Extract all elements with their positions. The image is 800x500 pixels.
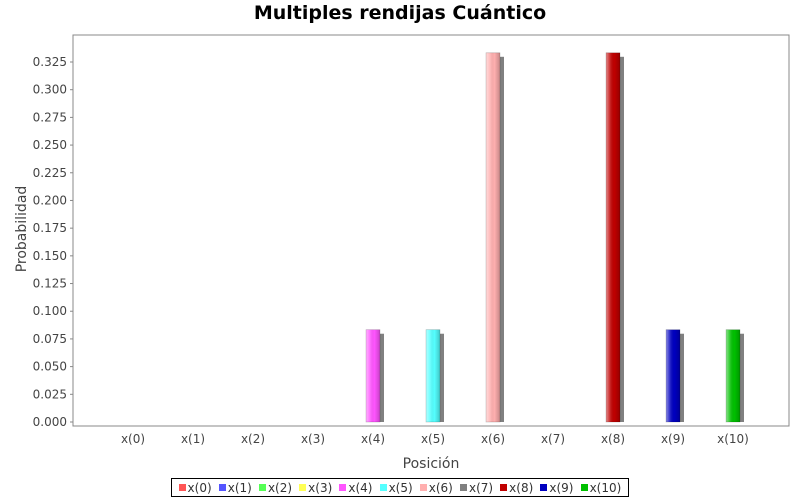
bar-highlight bbox=[426, 329, 440, 422]
legend-swatch bbox=[500, 484, 508, 491]
legend-label: x(5) bbox=[388, 480, 413, 495]
bar-outline bbox=[365, 329, 381, 423]
x-tick-label: x(3) bbox=[301, 432, 325, 446]
bar-outline bbox=[485, 52, 501, 423]
y-tick-label: 0.300 bbox=[33, 83, 67, 97]
legend-label: x(8) bbox=[509, 480, 534, 495]
legend-item: x(7) bbox=[459, 480, 494, 495]
legend-item: x(10) bbox=[580, 480, 622, 495]
legend-label: x(0) bbox=[187, 480, 212, 495]
legend-label: x(7) bbox=[468, 480, 494, 495]
legend-swatch bbox=[540, 484, 548, 491]
legend-swatch bbox=[459, 484, 467, 491]
x-axis: x(0) x(1) x(2) x(3) x(4) x(5) x(6) x(7) x(8) x(9)… bbox=[121, 432, 749, 446]
y-axis-title: Probabilidad bbox=[14, 186, 30, 273]
legend-item: x(2) bbox=[258, 480, 293, 495]
legend-item: x(5) bbox=[379, 480, 413, 495]
legend-label: x(1) bbox=[227, 480, 252, 495]
y-tick-label: 0.100 bbox=[33, 304, 67, 318]
y-tick-label: 0.175 bbox=[33, 221, 67, 235]
legend-item: x(0) bbox=[178, 480, 212, 495]
bar-outline bbox=[605, 52, 621, 423]
legend-label: x(6) bbox=[428, 480, 453, 495]
x-tick-label: x(9) bbox=[661, 432, 685, 446]
y-tick-label: 0.000 bbox=[33, 415, 67, 429]
legend-item: x(9) bbox=[540, 481, 573, 495]
legend-label: x(3) bbox=[308, 480, 333, 495]
x-tick-label: x(8) bbox=[601, 432, 625, 446]
legend-item: x(4) bbox=[339, 481, 372, 495]
chart-plot: 0.000 0.025 0.050 0.075 0.100 0.125 0.150 0.175… bbox=[14, 34, 790, 472]
x-tick-label: x(6) bbox=[481, 432, 505, 446]
legend: x(0) x(1) x(2) x(3) x(4) x(5) x(6) x(7) x(8) x(9)… bbox=[171, 478, 629, 497]
legend-label: x(2) bbox=[267, 480, 293, 495]
bar-outline bbox=[665, 329, 681, 423]
legend-swatch bbox=[178, 484, 186, 491]
bars bbox=[365, 52, 744, 423]
legend-item: x(3) bbox=[299, 481, 332, 495]
x-tick-label: x(0) bbox=[121, 432, 145, 446]
y-axis: 0.000 0.025 0.050 0.075 0.100 0.125 0.150 0.175… bbox=[33, 55, 73, 429]
x-tick-label: x(10) bbox=[717, 432, 749, 446]
legend-item: x(1) bbox=[218, 480, 252, 495]
legend-label: x(4) bbox=[348, 480, 373, 495]
y-tick-label: 0.125 bbox=[33, 277, 67, 291]
bar-highlight bbox=[726, 329, 740, 422]
y-tick-label: 0.225 bbox=[33, 166, 67, 180]
x-tick-label: x(2) bbox=[241, 432, 265, 446]
bar-outline bbox=[425, 329, 441, 423]
legend-swatch bbox=[339, 484, 347, 491]
legend-swatch bbox=[580, 484, 588, 491]
bar-outline bbox=[725, 329, 741, 423]
y-tick-label: 0.250 bbox=[33, 138, 67, 152]
y-tick-label: 0.050 bbox=[33, 360, 67, 374]
legend-label: x(10) bbox=[589, 480, 622, 495]
legend-item: x(8) bbox=[500, 481, 533, 495]
x-axis-title: Posición bbox=[403, 456, 460, 472]
bar-highlight bbox=[366, 329, 380, 422]
legend-swatch bbox=[379, 484, 387, 491]
legend-label: x(9) bbox=[549, 480, 574, 495]
bar-highlight bbox=[486, 52, 500, 422]
bar-highlight bbox=[666, 329, 680, 422]
y-tick-label: 0.325 bbox=[33, 55, 67, 69]
chart-title: Multiples rendijas Cuántico bbox=[253, 2, 547, 24]
bar-highlight bbox=[606, 52, 620, 422]
x-tick-label: x(5) bbox=[421, 432, 445, 446]
x-tick-label: x(4) bbox=[361, 432, 385, 446]
x-tick-label: x(7) bbox=[541, 432, 565, 446]
x-tick-label: x(1) bbox=[181, 432, 205, 446]
legend-swatch bbox=[299, 484, 307, 491]
y-tick-label: 0.200 bbox=[33, 193, 67, 207]
legend-swatch bbox=[419, 484, 427, 491]
y-tick-label: 0.025 bbox=[33, 387, 67, 401]
y-tick-label: 0.150 bbox=[33, 249, 67, 263]
legend-swatch bbox=[218, 484, 226, 491]
legend-swatch bbox=[258, 484, 266, 491]
legend-item: x(6) bbox=[419, 480, 453, 495]
y-tick-label: 0.075 bbox=[33, 332, 67, 346]
y-tick-label: 0.275 bbox=[33, 110, 67, 124]
